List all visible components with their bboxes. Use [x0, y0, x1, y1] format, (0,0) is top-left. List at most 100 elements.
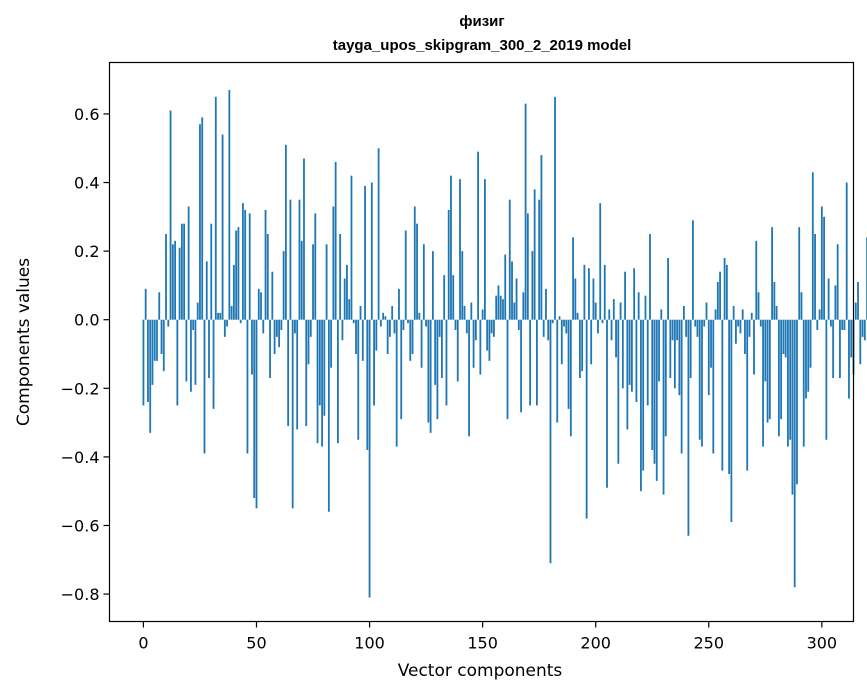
- bar: [780, 319, 783, 420]
- bar: [178, 247, 181, 320]
- bar: [284, 144, 287, 320]
- bar: [857, 281, 859, 320]
- bar: [556, 319, 559, 423]
- bar: [348, 299, 351, 320]
- bar: [465, 319, 468, 334]
- bar: [298, 199, 301, 320]
- bar: [483, 179, 486, 320]
- bar: [542, 319, 545, 337]
- bar: [594, 302, 597, 320]
- bar: [325, 244, 328, 320]
- bar: [644, 295, 647, 320]
- bar: [850, 319, 853, 358]
- bar: [420, 319, 423, 368]
- bar: [513, 302, 516, 320]
- bar: [493, 319, 495, 337]
- bar: [309, 319, 312, 337]
- bar: [646, 319, 649, 406]
- bar: [526, 213, 529, 320]
- bar: [260, 292, 262, 320]
- x-axis-ticks: 0 50 100 150 200 250 300: [138, 621, 837, 653]
- bar: [162, 319, 165, 372]
- bar: [244, 209, 247, 320]
- bar: [581, 319, 584, 372]
- bar: [418, 312, 421, 320]
- bar: [246, 319, 249, 454]
- bar: [800, 292, 803, 320]
- bars-group: [142, 89, 867, 598]
- bar: [318, 319, 321, 406]
- bar: [777, 319, 780, 437]
- bar: [454, 319, 457, 330]
- bar: [404, 230, 407, 320]
- bar: [707, 319, 710, 396]
- bar: [524, 103, 527, 320]
- bar: [802, 319, 805, 447]
- bar: [214, 96, 217, 320]
- bar: [807, 319, 810, 392]
- bar: [730, 319, 733, 523]
- bar: [452, 275, 455, 320]
- bar: [719, 271, 721, 320]
- bar: [282, 251, 285, 320]
- bar: [836, 244, 839, 320]
- bar: [300, 240, 303, 320]
- bar: [474, 319, 477, 341]
- bar: [522, 292, 525, 320]
- bar: [153, 319, 156, 361]
- x-tick-label: 0: [138, 634, 148, 653]
- bar: [624, 271, 626, 320]
- bar: [588, 268, 590, 320]
- bar: [750, 312, 753, 320]
- bar: [180, 223, 183, 320]
- bar: [264, 209, 267, 320]
- bar: [628, 319, 631, 385]
- bar: [273, 319, 276, 354]
- bar: [495, 295, 498, 320]
- bar: [829, 319, 832, 327]
- bar: [698, 319, 701, 440]
- bar: [746, 319, 749, 471]
- bar: [499, 295, 502, 320]
- bar: [538, 199, 541, 320]
- bar: [361, 319, 364, 361]
- bar: [314, 213, 317, 320]
- bar: [447, 209, 450, 320]
- bar: [427, 319, 430, 423]
- bar: [680, 319, 683, 454]
- plot-frame: [108, 61, 855, 623]
- bar: [560, 319, 563, 365]
- bar: [352, 319, 355, 324]
- bar: [567, 319, 570, 409]
- bar: [429, 319, 432, 433]
- bar: [764, 319, 767, 382]
- bar: [506, 319, 509, 420]
- bar: [366, 319, 369, 451]
- bar: [436, 319, 439, 420]
- bar: [574, 278, 577, 320]
- bar: [655, 319, 658, 481]
- bar: [196, 302, 199, 320]
- bar: [303, 158, 305, 320]
- bar: [775, 305, 778, 320]
- bar: [667, 257, 669, 320]
- bar: [459, 179, 461, 320]
- bar: [653, 319, 656, 464]
- bar: [701, 319, 703, 447]
- bar: [205, 261, 208, 320]
- bar: [606, 319, 608, 488]
- bar: [502, 299, 504, 320]
- bar: [232, 264, 235, 320]
- bar: [649, 233, 651, 320]
- bar: [569, 319, 572, 437]
- bar: [194, 319, 197, 385]
- bar: [346, 264, 348, 320]
- bar: [230, 305, 233, 320]
- bar: [174, 240, 176, 320]
- bar: [798, 227, 801, 320]
- bar: [373, 319, 375, 406]
- bar: [248, 213, 251, 320]
- bar: [422, 244, 425, 320]
- y-tick-label: 0.4: [74, 174, 99, 193]
- bar: [585, 319, 588, 519]
